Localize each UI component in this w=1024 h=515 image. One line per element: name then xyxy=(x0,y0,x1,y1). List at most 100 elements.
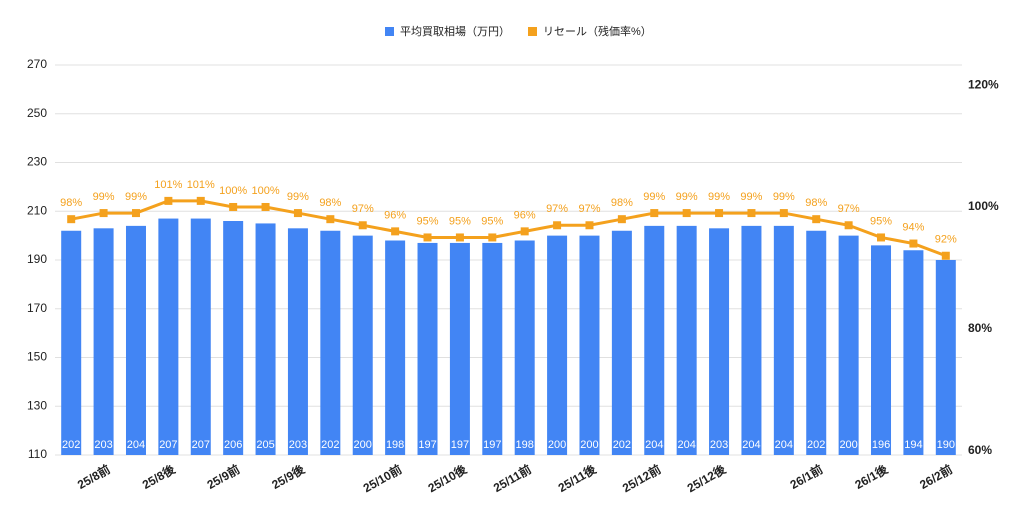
bar xyxy=(547,235,568,455)
x-tick-label: 25/12後 xyxy=(684,461,729,496)
bar-value-label: 207 xyxy=(159,439,177,451)
line-value-label: 94% xyxy=(902,221,924,233)
x-tick-label: 25/9前 xyxy=(204,461,242,492)
y-tick-label: 130 xyxy=(27,398,47,412)
line-point xyxy=(779,209,788,218)
line-value-label: 99% xyxy=(773,191,795,203)
line-value-label: 95% xyxy=(481,215,503,227)
bar-value-label: 200 xyxy=(354,439,372,451)
line-value-label: 99% xyxy=(643,191,665,203)
y-tick-label: 150 xyxy=(27,350,47,364)
line-point xyxy=(196,196,205,205)
bar xyxy=(709,228,730,455)
x-tick-label: 25/10後 xyxy=(425,461,470,496)
x-tick-label: 25/9後 xyxy=(269,461,308,492)
line-value-label: 99% xyxy=(676,191,698,203)
bar-value-label: 200 xyxy=(580,439,598,451)
bar xyxy=(385,240,406,455)
line-value-label: 98% xyxy=(611,197,633,209)
x-tick-label: 25/11後 xyxy=(555,461,599,495)
bar-value-label: 204 xyxy=(742,439,760,451)
bar-value-label: 200 xyxy=(839,439,857,451)
bar xyxy=(482,242,503,455)
line-value-label: 95% xyxy=(870,215,892,227)
line-point xyxy=(164,196,173,205)
bar-value-label: 203 xyxy=(289,439,307,451)
bar xyxy=(125,225,146,455)
line-value-label: 100% xyxy=(219,185,247,197)
bar-value-label: 204 xyxy=(677,439,695,451)
bar-value-label: 197 xyxy=(483,439,501,451)
line-point xyxy=(358,221,367,230)
line-point xyxy=(326,215,335,224)
line-point xyxy=(941,251,950,260)
bar-value-label: 204 xyxy=(775,439,793,451)
bar-value-label: 205 xyxy=(256,439,274,451)
line-value-label: 95% xyxy=(449,215,471,227)
bar xyxy=(611,230,632,455)
bar-value-label: 202 xyxy=(321,439,339,451)
bar xyxy=(579,235,600,455)
line-value-label: 98% xyxy=(319,197,341,209)
line-value-label: 99% xyxy=(740,191,762,203)
legend-item: リセール（残価率%） xyxy=(528,24,652,38)
line-value-label: 92% xyxy=(935,234,957,246)
y-tick-label: 190 xyxy=(27,252,47,266)
bar xyxy=(93,228,114,455)
bar xyxy=(871,245,892,455)
line-point xyxy=(877,233,886,242)
bar xyxy=(676,225,697,455)
line-value-label: 101% xyxy=(154,179,182,191)
y-tick-label: 210 xyxy=(27,203,47,217)
line-point xyxy=(67,215,76,224)
x-tick-label: 26/1前 xyxy=(787,461,825,492)
y-tick-label: 110 xyxy=(28,447,47,461)
x-tick-label: 25/8前 xyxy=(75,461,113,492)
bar-value-label: 202 xyxy=(62,439,80,451)
bar xyxy=(935,260,956,455)
y2-tick-label: 60% xyxy=(968,443,992,457)
bar xyxy=(320,230,341,455)
bar xyxy=(223,221,244,455)
line-point xyxy=(553,221,562,230)
bar xyxy=(741,225,762,455)
bar-value-label: 200 xyxy=(548,439,566,451)
line-value-label: 96% xyxy=(514,209,536,221)
bar xyxy=(287,228,308,455)
legend-item: 平均買取相場（万円） xyxy=(385,25,510,38)
line-point xyxy=(488,233,497,242)
bar xyxy=(190,218,211,455)
line-value-label: 98% xyxy=(60,197,82,209)
line-point xyxy=(293,209,302,218)
y-tick-label: 270 xyxy=(27,57,47,71)
bar-value-label: 198 xyxy=(516,439,534,451)
line-value-label: 95% xyxy=(417,215,439,227)
legend-label: 平均買取相場（万円） xyxy=(400,25,510,38)
bar-value-label: 197 xyxy=(451,439,469,451)
line-point xyxy=(423,233,432,242)
line-point xyxy=(909,239,918,248)
x-tick-label: 25/10前 xyxy=(360,461,404,495)
bar xyxy=(903,250,924,455)
bar xyxy=(449,242,470,455)
x-tick-label: 25/12前 xyxy=(619,461,663,495)
bar-value-label: 196 xyxy=(872,439,890,451)
y2-tick-label: 80% xyxy=(968,321,992,335)
bar xyxy=(158,218,179,455)
line-point xyxy=(682,209,691,218)
line xyxy=(70,199,947,258)
legend-swatch xyxy=(528,27,537,36)
line-value-label: 99% xyxy=(287,191,309,203)
bar xyxy=(806,230,827,455)
bar-value-label: 194 xyxy=(904,439,922,451)
line-point xyxy=(585,221,594,230)
line-value-label: 99% xyxy=(125,191,147,203)
bar-value-label: 207 xyxy=(192,439,210,451)
line-value-label: 99% xyxy=(93,191,115,203)
y-tick-label: 170 xyxy=(27,301,47,315)
line-point xyxy=(617,215,626,224)
x-tick-label: 26/2前 xyxy=(917,461,955,492)
line-value-label: 96% xyxy=(384,209,406,221)
bar xyxy=(514,240,535,455)
